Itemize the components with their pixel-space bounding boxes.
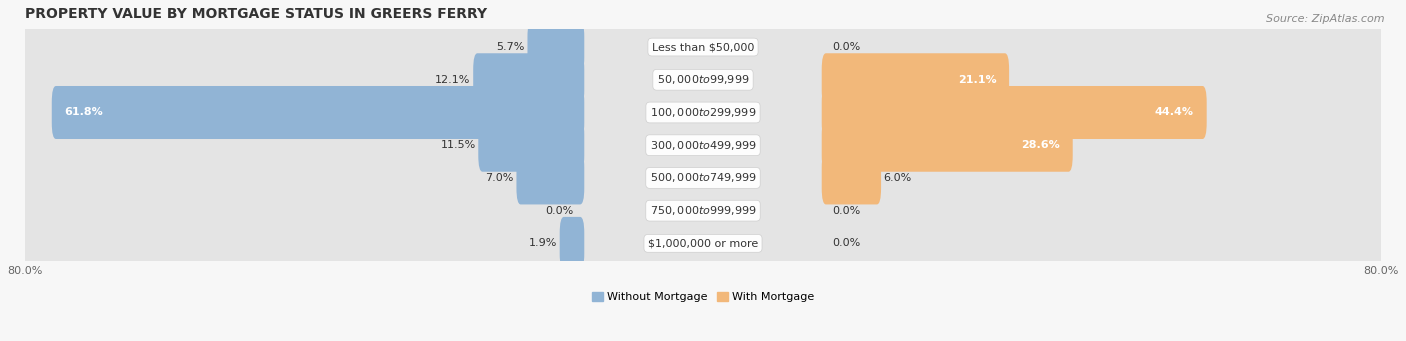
Text: 0.0%: 0.0%: [832, 206, 860, 216]
FancyBboxPatch shape: [25, 219, 1381, 268]
FancyBboxPatch shape: [821, 151, 882, 205]
Text: 21.1%: 21.1%: [957, 75, 997, 85]
Text: 6.0%: 6.0%: [883, 173, 912, 183]
Text: $1,000,000 or more: $1,000,000 or more: [648, 238, 758, 248]
FancyBboxPatch shape: [25, 55, 1381, 104]
FancyBboxPatch shape: [478, 119, 585, 172]
Text: 0.0%: 0.0%: [832, 238, 860, 248]
Text: 11.5%: 11.5%: [440, 140, 475, 150]
Text: $100,000 to $299,999: $100,000 to $299,999: [650, 106, 756, 119]
FancyBboxPatch shape: [25, 88, 1381, 137]
Text: $300,000 to $499,999: $300,000 to $499,999: [650, 139, 756, 152]
Text: $750,000 to $999,999: $750,000 to $999,999: [650, 204, 756, 217]
FancyBboxPatch shape: [474, 53, 585, 106]
Text: 7.0%: 7.0%: [485, 173, 515, 183]
Text: $500,000 to $749,999: $500,000 to $749,999: [650, 172, 756, 184]
FancyBboxPatch shape: [25, 121, 1381, 170]
FancyBboxPatch shape: [25, 23, 1381, 72]
FancyBboxPatch shape: [821, 53, 1010, 106]
Text: $50,000 to $99,999: $50,000 to $99,999: [657, 73, 749, 86]
Text: 1.9%: 1.9%: [529, 238, 557, 248]
FancyBboxPatch shape: [560, 217, 585, 270]
Text: 5.7%: 5.7%: [496, 42, 524, 52]
Text: Source: ZipAtlas.com: Source: ZipAtlas.com: [1267, 14, 1385, 24]
FancyBboxPatch shape: [527, 20, 585, 74]
Text: 44.4%: 44.4%: [1154, 107, 1194, 118]
FancyBboxPatch shape: [52, 86, 585, 139]
Text: 12.1%: 12.1%: [436, 75, 471, 85]
Text: PROPERTY VALUE BY MORTGAGE STATUS IN GREERS FERRY: PROPERTY VALUE BY MORTGAGE STATUS IN GRE…: [25, 7, 486, 21]
Text: 61.8%: 61.8%: [65, 107, 103, 118]
FancyBboxPatch shape: [25, 153, 1381, 203]
Text: 28.6%: 28.6%: [1021, 140, 1060, 150]
Legend: Without Mortgage, With Mortgage: Without Mortgage, With Mortgage: [588, 287, 818, 307]
FancyBboxPatch shape: [25, 186, 1381, 235]
FancyBboxPatch shape: [821, 119, 1073, 172]
Text: 0.0%: 0.0%: [832, 42, 860, 52]
FancyBboxPatch shape: [821, 86, 1206, 139]
Text: Less than $50,000: Less than $50,000: [652, 42, 754, 52]
Text: 0.0%: 0.0%: [546, 206, 574, 216]
FancyBboxPatch shape: [516, 151, 585, 205]
